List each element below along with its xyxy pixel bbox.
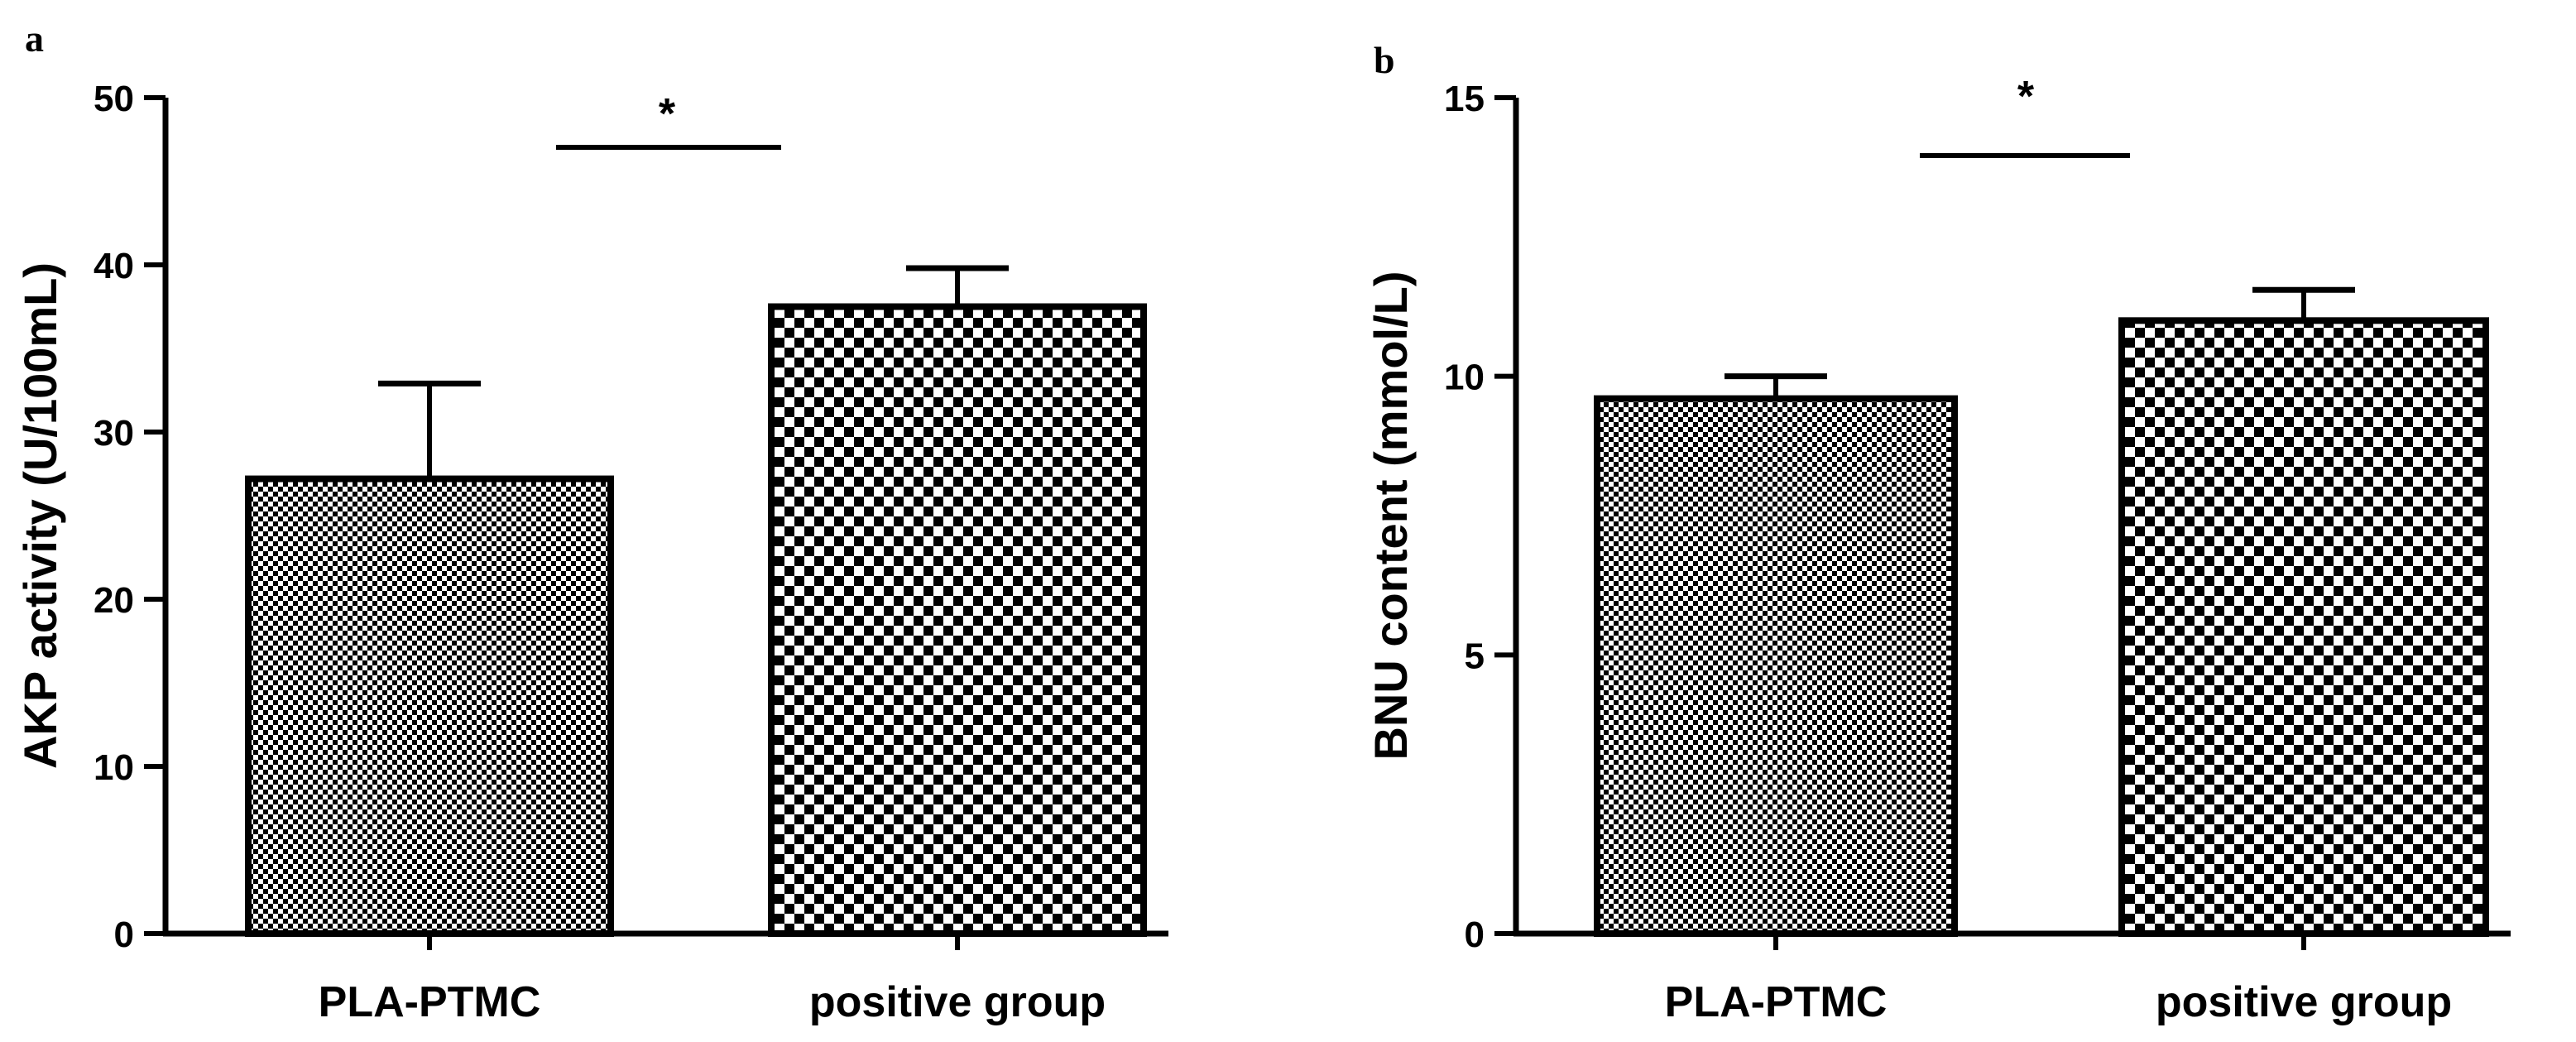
y-axis-title: BNU content (mmol/L): [1365, 271, 1417, 760]
bar: [2118, 317, 2489, 938]
y-tick-label: 40: [94, 246, 134, 286]
y-tick-label: 0: [1465, 915, 1485, 955]
y-tick-label: 30: [94, 413, 134, 454]
category-label: positive group: [809, 978, 1106, 1026]
category-label: PLA-PTMC: [1665, 978, 1888, 1026]
significance-label: *: [659, 90, 676, 138]
panel-a-chart: a 0 10 20 30 40 50 AKP activity (U/100mL) PLA-PT…: [14, 17, 1168, 1026]
panel-letter: a: [25, 17, 44, 60]
panel-b-chart: b 0 5 10 15 BNU content (mmol/L) PLA-PTMC posit…: [1365, 39, 2511, 1026]
bar: [768, 303, 1147, 937]
significance-label: *: [2017, 73, 2035, 121]
y-tick-label: 15: [1444, 79, 1485, 119]
panel-letter: b: [1374, 39, 1395, 81]
y-tick-label: 50: [94, 79, 134, 119]
y-tick-label: 5: [1465, 636, 1485, 676]
y-tick-label: 0: [114, 915, 134, 955]
y-tick-label: 10: [1444, 358, 1485, 398]
category-label: PLA-PTMC: [319, 978, 541, 1026]
bar: [245, 475, 614, 937]
bar: [1594, 395, 1958, 938]
y-tick-label: 20: [94, 580, 134, 621]
y-axis-title: AKP activity (U/100mL): [14, 262, 66, 769]
y-tick-label: 10: [94, 747, 134, 788]
category-label: positive group: [2156, 978, 2452, 1026]
